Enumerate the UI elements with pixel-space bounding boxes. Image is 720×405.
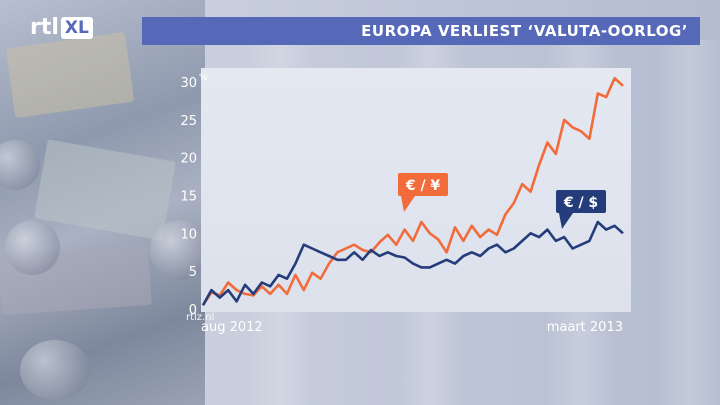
callout-tail [559, 213, 573, 229]
channel-logo: rtl XL [30, 13, 93, 43]
y-axis: 0 5 10 15 20 25 30 [180, 76, 197, 318]
x-end-label: maart 2013 [547, 320, 623, 335]
y-tick-label: 10 [180, 227, 197, 242]
callout-box [556, 190, 606, 213]
callout-tail [401, 196, 415, 212]
logo-xl-badge: XL [60, 17, 93, 39]
series-lines [201, 76, 624, 306]
y-tick-label: 20 [180, 152, 197, 167]
coin-image [5, 220, 60, 275]
series-callout: € / $ [556, 190, 606, 229]
y-tick-label: 15 [180, 190, 197, 205]
coin-image [0, 140, 40, 190]
y-tick-label: 0 [189, 303, 197, 318]
series-name-label: € / ¥ [405, 178, 441, 194]
title-banner: EUROPA VERLIEST ‘VALUTA-OORLOG’ [142, 17, 700, 45]
series-name-label: € / $ [563, 195, 598, 211]
y-tick-label: 25 [180, 114, 197, 129]
coin-image [20, 340, 90, 400]
watermark: rtlz.nl [186, 312, 215, 323]
logo-rtl-text: rtl [30, 15, 59, 40]
y-tick-label: 30 [180, 76, 197, 91]
coin-image [150, 220, 210, 280]
y-unit-label: % [199, 73, 208, 83]
background-stripe [655, 40, 720, 405]
series-callout: € / ¥ [398, 173, 448, 212]
series-line [201, 76, 624, 306]
x-start-label: aug 2012 [201, 320, 263, 335]
y-tick-label: 5 [189, 265, 197, 280]
series-line [201, 220, 624, 306]
callout-box [398, 173, 448, 196]
series-callouts: € / ¥ € / $ [398, 173, 606, 229]
page-title: EUROPA VERLIEST ‘VALUTA-OORLOG’ [361, 22, 688, 40]
background-banknotes [0, 0, 210, 405]
